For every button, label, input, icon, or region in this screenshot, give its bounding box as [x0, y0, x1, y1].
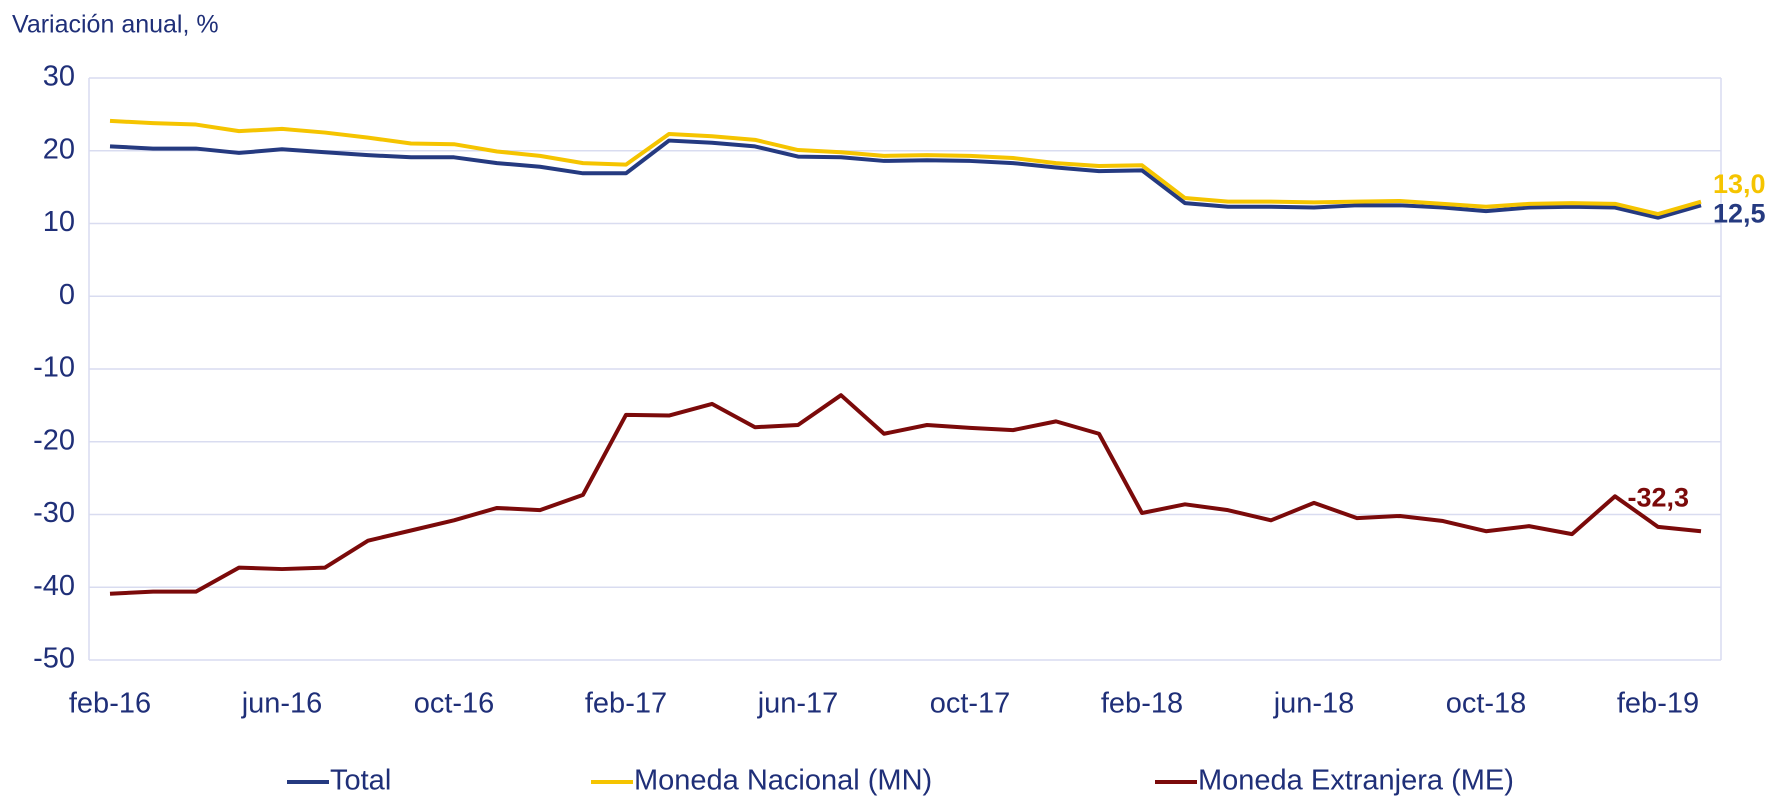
legend-label: Moneda Nacional (MN) — [634, 765, 932, 797]
x-tick-label: feb-17 — [585, 688, 667, 720]
y-tick-label: 30 — [43, 61, 75, 93]
x-tick-label: oct-17 — [930, 688, 1011, 720]
series-line — [109, 118, 1702, 217]
x-tick-label: jun-18 — [1273, 688, 1355, 720]
series-line — [109, 138, 1702, 220]
x-tick-label: oct-18 — [1446, 688, 1527, 720]
y-tick-label: 10 — [43, 206, 75, 238]
x-tick-label: jun-17 — [757, 688, 839, 720]
y-tick-label: -30 — [33, 497, 75, 529]
legend-label: Moneda Extranjera (ME) — [1198, 765, 1514, 797]
x-tick-label: feb-19 — [1617, 688, 1699, 720]
legend-label: Total — [330, 765, 391, 797]
series-line — [109, 393, 1702, 596]
y-tick-label: -10 — [33, 352, 75, 384]
y-tick-label: 20 — [43, 133, 75, 165]
x-tick-label: jun-16 — [241, 688, 323, 720]
y-tick-label: -20 — [33, 424, 75, 456]
data-label: -32,3 — [1627, 482, 1689, 512]
y-tick-label: 0 — [59, 279, 75, 311]
axis-title: Variación anual, % — [12, 11, 219, 39]
data-label: 13,0 — [1713, 169, 1766, 199]
y-tick-label: -40 — [33, 570, 75, 602]
y-tick-label: -50 — [33, 643, 75, 675]
x-tick-label: feb-18 — [1101, 688, 1183, 720]
data-label: 12,5 — [1713, 198, 1766, 228]
x-tick-label: feb-16 — [69, 688, 151, 720]
x-tick-label: oct-16 — [414, 688, 495, 720]
